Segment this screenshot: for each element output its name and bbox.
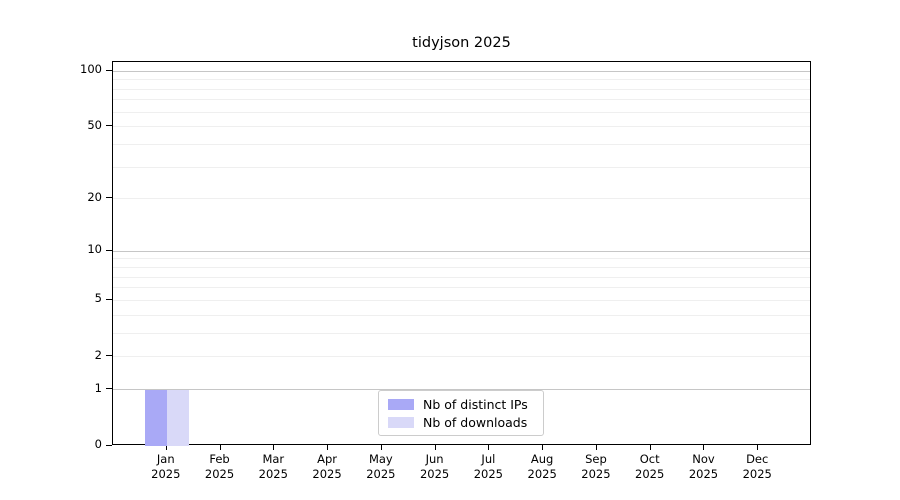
x-tick-aug bbox=[542, 445, 544, 450]
x-tick-label-apr: Apr 2025 bbox=[295, 452, 359, 482]
plot-area bbox=[112, 61, 811, 446]
x-tick-nov bbox=[703, 445, 705, 450]
x-tick-apr bbox=[327, 445, 329, 450]
gridline-70 bbox=[113, 99, 810, 101]
legend-swatch-downloads bbox=[388, 416, 414, 428]
y-tick-label-2: 2 bbox=[94, 347, 102, 362]
x-tick-may bbox=[380, 445, 382, 450]
gridline-80 bbox=[113, 88, 810, 90]
gridline-10 bbox=[113, 250, 810, 252]
x-tick-label-mar: Mar 2025 bbox=[241, 452, 305, 482]
x-tick-oct bbox=[649, 445, 651, 450]
x-tick-year-aug: 2025 bbox=[527, 467, 557, 481]
gridline-20 bbox=[113, 198, 810, 200]
gridline-3 bbox=[113, 332, 810, 334]
x-tick-sep bbox=[595, 445, 597, 450]
gridline-50 bbox=[113, 126, 810, 128]
y-tick-5 bbox=[106, 298, 112, 300]
x-tick-mar bbox=[273, 445, 275, 450]
y-tick-1 bbox=[106, 388, 112, 390]
gridline-100 bbox=[113, 70, 810, 72]
x-tick-year-dec: 2025 bbox=[742, 467, 772, 481]
x-tick-label-jul: Jul 2025 bbox=[456, 452, 520, 482]
y-tick-label-0: 0 bbox=[94, 437, 102, 451]
gridline-90 bbox=[113, 79, 810, 81]
chart-title: tidyjson 2025 bbox=[412, 35, 511, 51]
y-tick-20 bbox=[106, 197, 112, 199]
gridline-40 bbox=[113, 143, 810, 145]
x-tick-label-dec: Dec 2025 bbox=[725, 452, 789, 482]
x-tick-year-may: 2025 bbox=[366, 467, 396, 481]
gridline-30 bbox=[113, 166, 810, 168]
x-tick-label-jun: Jun 2025 bbox=[403, 452, 467, 482]
legend-label-distinct-ips: Nb of distinct IPs bbox=[423, 396, 528, 412]
x-tick-year-mar: 2025 bbox=[258, 467, 288, 481]
x-tick-dec bbox=[757, 445, 759, 450]
x-tick-label-sep: Sep 2025 bbox=[564, 452, 628, 482]
gridline-2 bbox=[113, 356, 810, 358]
gridline-1 bbox=[113, 389, 810, 391]
x-tick-jun bbox=[434, 445, 436, 450]
y-tick-10 bbox=[106, 249, 112, 251]
x-tick-year-jul: 2025 bbox=[473, 467, 504, 481]
y-tick-100 bbox=[106, 69, 112, 71]
bar-downloads-jan-2025 bbox=[166, 389, 189, 446]
y-tick-label-50: 50 bbox=[87, 117, 102, 132]
x-tick-label-aug: Aug 2025 bbox=[510, 452, 574, 482]
y-tick-2 bbox=[106, 355, 112, 357]
legend-entry-distinct-ips: Nb of distinct IPs bbox=[388, 397, 543, 412]
x-tick-label-jan: Jan 2025 bbox=[134, 452, 198, 482]
x-tick-year-oct: 2025 bbox=[635, 467, 665, 481]
x-tick-label-nov: Nov 2025 bbox=[671, 452, 735, 482]
x-tick-year-sep: 2025 bbox=[581, 467, 611, 481]
x-tick-jan bbox=[165, 445, 167, 450]
y-tick-50 bbox=[106, 125, 112, 127]
x-tick-label-oct: Oct 2025 bbox=[618, 452, 682, 482]
gridline-9 bbox=[113, 258, 810, 260]
gridline-4 bbox=[113, 314, 810, 316]
legend-label-downloads: Nb of downloads bbox=[423, 414, 528, 430]
y-tick-label-10: 10 bbox=[87, 242, 102, 257]
x-tick-label-may: May 2025 bbox=[349, 452, 413, 482]
gridline-8 bbox=[113, 267, 810, 269]
x-tick-year-nov: 2025 bbox=[688, 467, 719, 481]
y-tick-0 bbox=[106, 444, 112, 446]
x-tick-year-jan: 2025 bbox=[151, 467, 181, 481]
y-tick-label-20: 20 bbox=[87, 189, 102, 204]
x-tick-jul bbox=[488, 445, 490, 450]
y-tick-label-100: 100 bbox=[80, 62, 102, 77]
legend: Nb of distinct IPs Nb of downloads bbox=[378, 390, 544, 436]
gridline-6 bbox=[113, 287, 810, 289]
legend-entry-downloads: Nb of downloads bbox=[388, 415, 543, 430]
y-tick-label-5: 5 bbox=[94, 291, 102, 306]
legend-swatch-distinct-ips bbox=[388, 398, 414, 410]
x-tick-year-jun: 2025 bbox=[419, 467, 450, 481]
gridline-60 bbox=[113, 111, 810, 113]
y-tick-label-1: 1 bbox=[94, 380, 102, 395]
x-tick-year-feb: 2025 bbox=[204, 467, 235, 481]
x-tick-label-feb: Feb 2025 bbox=[188, 452, 252, 482]
gridline-5 bbox=[113, 299, 810, 301]
x-tick-year-apr: 2025 bbox=[312, 467, 342, 481]
bar-distinct-ips-jan-2025 bbox=[144, 389, 167, 446]
gridline-7 bbox=[113, 276, 810, 278]
x-tick-feb bbox=[219, 445, 221, 450]
